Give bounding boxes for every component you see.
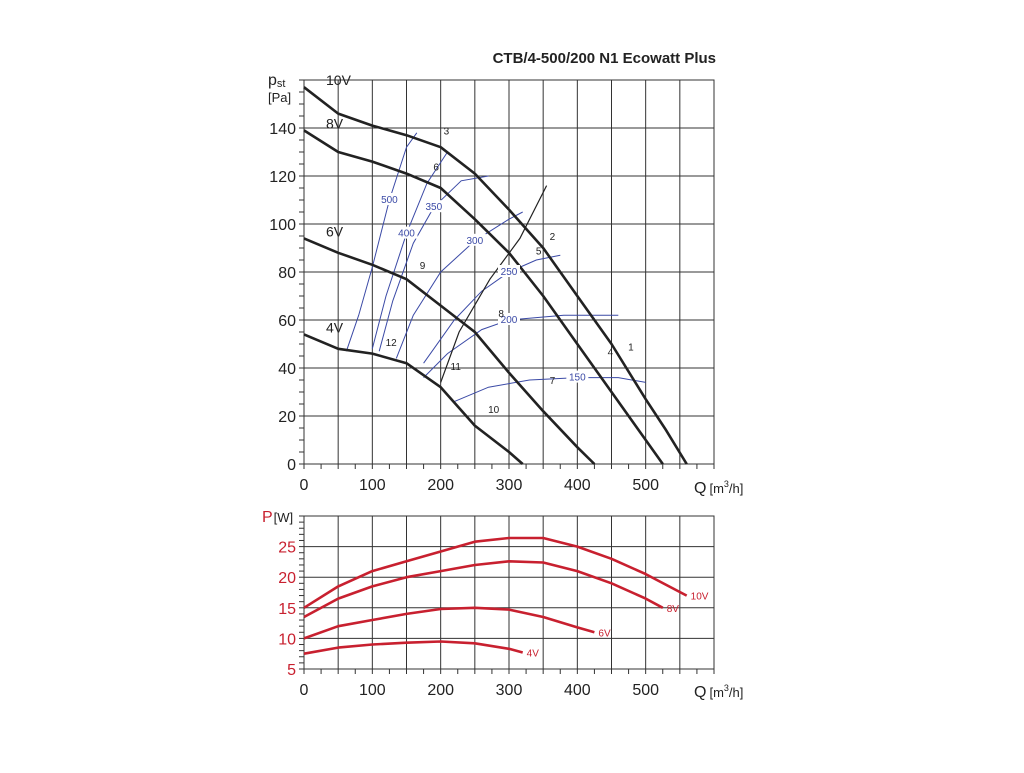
y-tick-label: 20	[278, 570, 296, 587]
operating-point-label: 6	[433, 163, 439, 174]
iso-label-background	[422, 200, 445, 213]
y-tick-label: 15	[278, 601, 296, 618]
iso-line-label: 150	[569, 373, 586, 384]
y-tick-label: 140	[269, 121, 296, 138]
y-tick-label: 40	[278, 361, 296, 378]
operating-point-label: 12	[386, 338, 398, 349]
pressure-curve	[303, 333, 524, 465]
y-tick-label: 60	[278, 313, 296, 330]
operating-point-label: 7	[550, 376, 556, 387]
flow-axis-unit-post-bottom: /h]	[729, 685, 743, 700]
operating-point-label: 1	[628, 343, 634, 354]
flow-axis-label-bottom: Q [m3/h]	[694, 683, 743, 701]
power-plot: 0 100 200 300 400 500 5 10 15 20 25 10V 8V 6V 4V	[278, 515, 715, 699]
flow-axis-unit-pre-bottom: [m	[709, 685, 723, 700]
pressure-axis-subscript: st	[277, 78, 286, 90]
power-curve-label: 4V	[527, 648, 540, 659]
flow-axis-unit-post-top: /h]	[729, 481, 743, 496]
efficiency-iso-line	[395, 211, 523, 359]
pressure-curve-label: 10V	[326, 72, 352, 88]
power-curve-label: 8V	[667, 604, 680, 615]
pressure-curve-label: 6V	[326, 223, 344, 239]
y-tick-label: 5	[287, 662, 296, 679]
efficiency-iso-line	[423, 254, 561, 364]
flow-axis-unit-sup-top: 3	[724, 479, 729, 489]
pressure-curve-label: 4V	[326, 319, 344, 335]
iso-line-label: 400	[398, 229, 415, 240]
y-tick-label: 25	[278, 540, 296, 557]
power-axis-symbol: P	[262, 509, 273, 526]
iso-label-background	[498, 265, 520, 277]
operating-point-label: 3	[444, 127, 450, 138]
iso-label-background	[378, 193, 401, 205]
operating-point-label: 4	[608, 347, 614, 358]
power-curve-label: 10V	[691, 592, 709, 603]
pressure-curve	[303, 86, 688, 465]
iso-line-label: 350	[425, 202, 442, 213]
pressure-curve	[303, 129, 664, 465]
flow-axis-unit-pre-top: [m	[709, 481, 723, 496]
pressure-curve	[303, 237, 596, 465]
efficiency-iso-line	[345, 132, 418, 352]
flow-axis-label-top: Q [m3/h]	[694, 479, 743, 497]
y-tick-label: 120	[269, 169, 296, 186]
iso-line-label: 250	[501, 267, 518, 278]
efficiency-iso-line	[454, 377, 646, 403]
iso-line-label: 200	[501, 315, 518, 326]
pressure-plot: 0 100 200 300 400 500 0 20 40 60 80 100 120 140 10V 8V 6…	[269, 72, 715, 494]
operating-point-label: 8	[498, 309, 504, 320]
iso-label-background	[395, 226, 418, 239]
x-tick-label: 300	[496, 682, 523, 699]
flow-axis-unit-sup-bottom: 3	[724, 683, 729, 693]
operating-point-label: 10	[488, 405, 500, 416]
iso-label-background	[498, 313, 520, 325]
iso-label-background	[566, 370, 589, 383]
x-tick-label: 0	[300, 682, 309, 699]
pressure-curve-label: 8V	[326, 115, 344, 131]
operating-line	[440, 185, 548, 383]
power-axis-unit: [W]	[274, 510, 294, 525]
x-tick-label: 300	[496, 477, 523, 494]
power-curve	[303, 536, 688, 609]
x-tick-label: 200	[427, 682, 454, 699]
iso-line-label: 500	[381, 195, 398, 206]
pressure-axis-label: pst	[268, 72, 285, 90]
power-curve-label: 6V	[598, 628, 611, 639]
power-axis-label: P[W]	[262, 509, 293, 526]
x-tick-label: 500	[632, 682, 659, 699]
x-tick-label: 200	[427, 477, 454, 494]
operating-point-label: 5	[536, 247, 542, 258]
y-tick-label: 10	[278, 631, 296, 648]
efficiency-iso-line	[371, 151, 448, 349]
x-tick-label: 0	[300, 477, 309, 494]
x-tick-label: 400	[564, 682, 591, 699]
iso-line-label: 300	[466, 236, 483, 247]
operating-point-label: 11	[451, 362, 462, 373]
flow-axis-symbol-bottom: Q	[694, 684, 706, 701]
y-tick-label: 80	[278, 265, 296, 282]
power-curve	[303, 560, 664, 619]
y-tick-label: 20	[278, 409, 296, 426]
x-tick-label: 100	[359, 477, 386, 494]
efficiency-iso-line	[423, 314, 619, 378]
x-tick-label: 500	[632, 477, 659, 494]
power-curve	[303, 606, 595, 640]
chart-title: CTB/4-500/200 N1 Ecowatt Plus	[493, 50, 716, 67]
iso-label-background	[463, 233, 486, 246]
operating-point-label: 2	[550, 232, 556, 243]
pressure-axis-symbol: p	[268, 72, 277, 89]
x-tick-label: 400	[564, 477, 591, 494]
y-tick-label: 0	[287, 457, 296, 474]
operating-point-label: 9	[420, 261, 426, 272]
efficiency-iso-line	[378, 175, 489, 352]
pressure-axis-unit: [Pa]	[268, 90, 291, 105]
x-tick-label: 100	[359, 682, 386, 699]
y-tick-label: 100	[269, 217, 296, 234]
flow-axis-symbol-top: Q	[694, 480, 706, 497]
power-curve	[303, 640, 524, 655]
